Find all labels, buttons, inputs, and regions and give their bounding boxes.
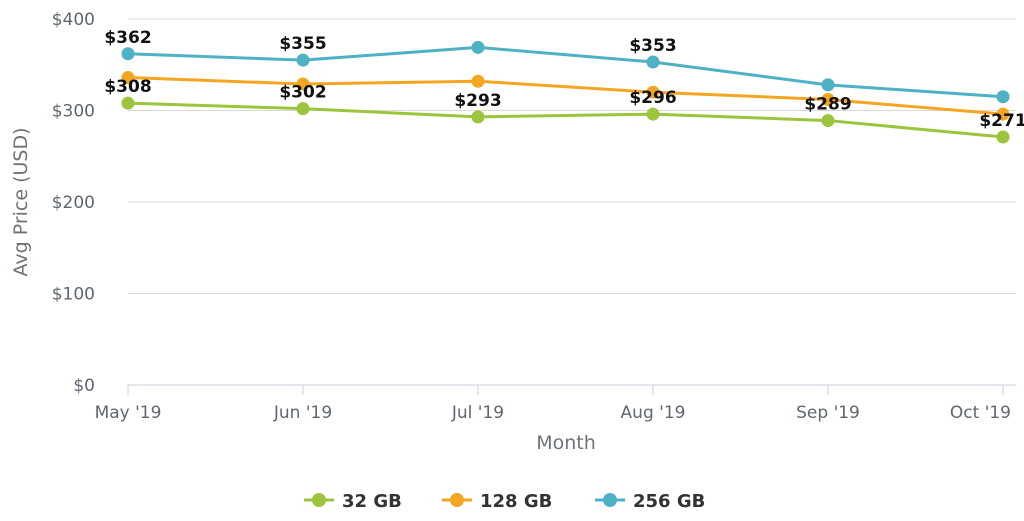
x-tick-label: Sep '19 [796, 403, 860, 423]
legend-label: 256 GB [633, 491, 705, 512]
data-label: $355 [279, 34, 326, 54]
x-axis: May '19 Jun '19 Jul '19 Aug '19 Sep '19 Oct '… [95, 385, 1011, 423]
y-tick-label: $100 [52, 285, 95, 305]
data-label: $353 [629, 36, 676, 56]
data-point [471, 74, 485, 88]
x-tick-label: Jun '19 [273, 403, 332, 423]
data-point [646, 107, 660, 121]
x-tick-label: Jul '19 [451, 403, 504, 423]
legend: 32 GB 128 GB 256 GB [304, 491, 705, 512]
legend-item[interactable]: 32 GB [304, 491, 402, 512]
grid-lines [128, 18, 1016, 386]
data-label: $302 [279, 83, 326, 103]
data-point [821, 93, 835, 107]
data-label: $296 [629, 88, 676, 108]
x-tick-label: Oct '19 [950, 403, 1011, 423]
legend-item[interactable]: 256 GB [595, 491, 705, 512]
y-tick-label: $300 [52, 102, 95, 122]
series-256-gb [121, 40, 1010, 104]
y-axis-ticks: $0 $100 $200 $300 $400 [52, 10, 95, 396]
legend-marker [450, 493, 464, 507]
series-128-gb [121, 71, 1010, 121]
legend-marker [603, 493, 617, 507]
legend-marker [312, 493, 326, 507]
series-line [127, 45, 1004, 99]
data-point [121, 71, 135, 85]
data-label: $362 [104, 28, 151, 48]
x-tick-label: Aug '19 [621, 403, 686, 423]
y-tick-label: $200 [52, 193, 95, 213]
data-point [121, 47, 135, 61]
data-label: $271 [979, 111, 1024, 131]
data-label: $308 [104, 77, 151, 97]
data-point [996, 130, 1010, 144]
data-point [471, 110, 485, 124]
series-lines [121, 40, 1010, 144]
series-line [127, 101, 1004, 139]
data-point [471, 40, 485, 54]
data-point [296, 102, 310, 116]
y-tick-label: $0 [73, 376, 95, 396]
data-label: $293 [454, 91, 501, 111]
data-point [646, 85, 660, 99]
legend-item[interactable]: 128 GB [442, 491, 552, 512]
legend-label: 32 GB [342, 491, 402, 512]
x-tick-label: May '19 [95, 403, 162, 423]
data-point [646, 55, 660, 69]
data-point [296, 53, 310, 67]
y-axis-title: Avg Price (USD) [10, 127, 32, 276]
x-axis-title: Month [536, 432, 596, 454]
legend-label: 128 GB [480, 491, 552, 512]
data-point [296, 77, 310, 91]
data-point [821, 114, 835, 128]
data-label: $289 [804, 95, 851, 115]
data-point [996, 90, 1010, 104]
y-tick-label: $400 [52, 10, 95, 30]
series-line [127, 76, 1004, 116]
data-labels: $308 $302 $293 $296 $289 $271 $362 $355 $353 [104, 28, 1024, 131]
data-point [996, 107, 1010, 121]
data-point [821, 78, 835, 92]
data-point [121, 96, 135, 110]
series-32-gb [121, 96, 1010, 144]
